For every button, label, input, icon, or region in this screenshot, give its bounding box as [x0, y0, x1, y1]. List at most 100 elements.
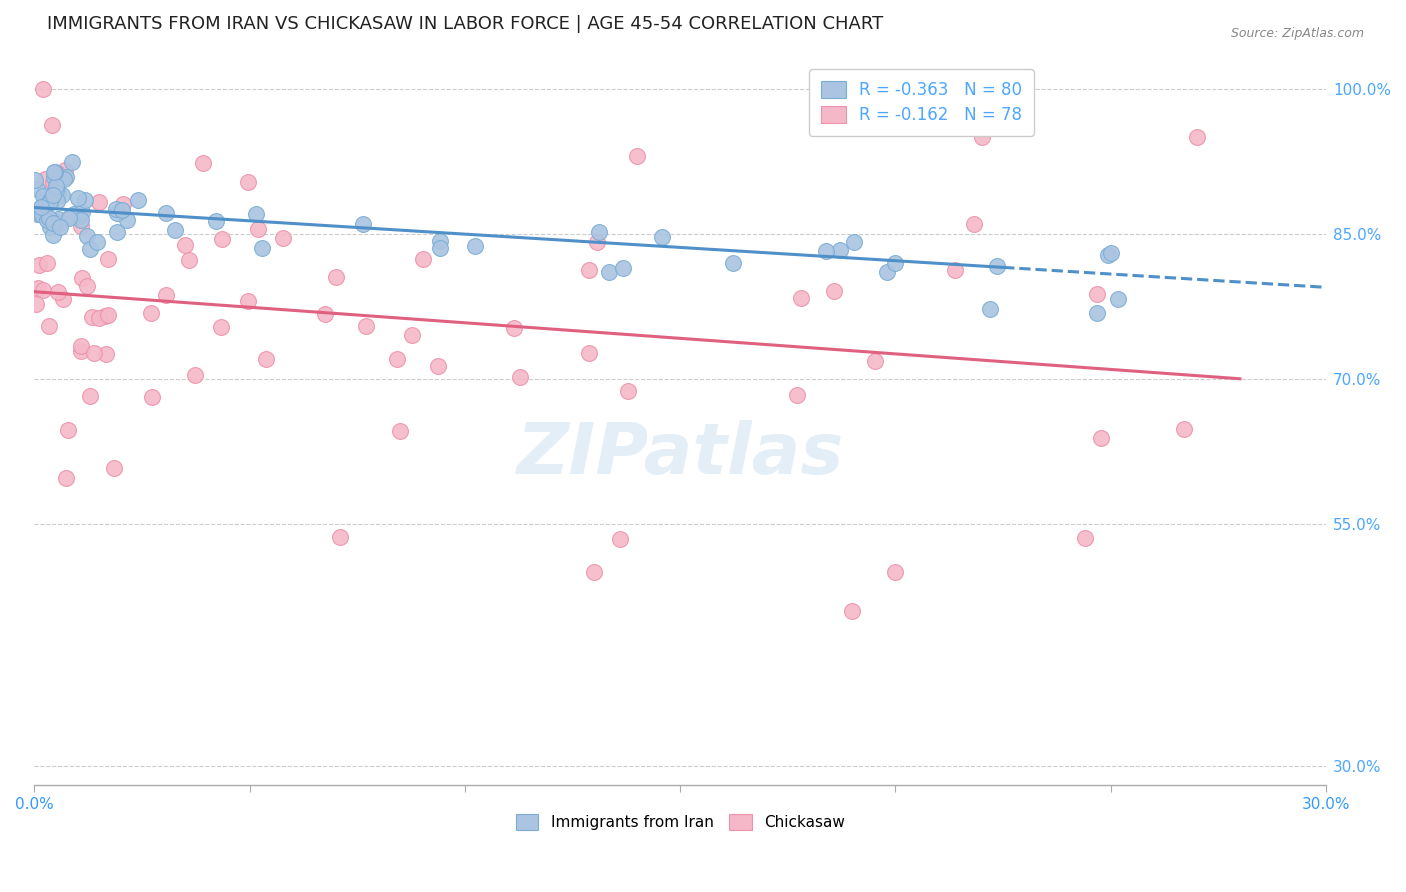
Point: [583, 566, 606, 580]
Point: [41, 227, 63, 242]
Point: [42, 188, 65, 202]
Point: [963, 218, 986, 232]
Point: [104, 202, 127, 216]
Point: [41, 118, 63, 132]
Point: [184, 368, 207, 382]
Point: [52, 172, 75, 186]
Point: [105, 226, 128, 240]
Point: [25, 181, 48, 195]
Point: [943, 263, 966, 277]
Point: [70, 271, 93, 285]
Point: [44, 165, 66, 179]
Point: [87, 311, 110, 326]
Point: [609, 532, 631, 546]
Point: [823, 284, 845, 298]
Point: [884, 255, 907, 269]
Point: [39, 195, 62, 210]
Point: [46, 285, 69, 299]
Point: [60, 209, 83, 223]
Point: [598, 265, 620, 279]
Point: [314, 307, 336, 321]
Point: [884, 566, 907, 580]
Point: [45, 166, 67, 180]
Point: [626, 149, 648, 163]
Point: [139, 306, 162, 320]
Point: [352, 217, 374, 231]
Point: [103, 461, 125, 475]
Point: [67, 191, 90, 205]
Point: [111, 203, 134, 218]
Point: [79, 389, 101, 403]
Point: [51, 187, 73, 202]
Point: [28, 258, 51, 272]
Point: [1097, 247, 1119, 261]
Point: [211, 232, 233, 246]
Point: [651, 229, 673, 244]
Point: [55, 169, 77, 184]
Point: [49, 217, 72, 231]
Point: [58, 211, 80, 225]
Point: [1085, 306, 1108, 320]
Point: [578, 262, 600, 277]
Point: [191, 155, 214, 169]
Point: [52, 292, 75, 306]
Point: [70, 219, 93, 233]
Point: [42, 175, 65, 189]
Point: [31, 208, 53, 222]
Point: [211, 320, 233, 334]
Point: [46, 169, 69, 184]
Text: ZIPatlas: ZIPatlas: [516, 420, 844, 489]
Point: [38, 211, 60, 226]
Point: [87, 194, 110, 209]
Point: [247, 222, 270, 236]
Point: [34, 172, 56, 186]
Point: [94, 309, 117, 323]
Point: [34, 198, 56, 212]
Point: [46, 186, 69, 201]
Point: [44, 214, 66, 228]
Point: [464, 239, 486, 253]
Point: [165, 222, 187, 236]
Point: [25, 207, 48, 221]
Point: [588, 226, 610, 240]
Point: [979, 302, 1001, 317]
Point: [329, 530, 352, 544]
Point: [27, 281, 49, 295]
Point: [155, 288, 177, 302]
Point: [1085, 287, 1108, 301]
Point: [127, 193, 149, 207]
Point: [863, 353, 886, 368]
Point: [42, 164, 65, 178]
Point: [503, 321, 526, 335]
Point: [62, 154, 84, 169]
Point: [1074, 532, 1097, 546]
Point: [86, 235, 108, 250]
Point: [97, 252, 120, 266]
Point: [70, 343, 93, 358]
Point: [49, 220, 72, 235]
Point: [25, 297, 48, 311]
Point: [55, 471, 77, 485]
Point: [1090, 432, 1112, 446]
Point: [73, 194, 96, 208]
Point: [38, 319, 60, 334]
Point: [612, 261, 634, 276]
Point: [789, 292, 811, 306]
Point: [429, 234, 451, 248]
Point: [1173, 422, 1195, 436]
Point: [34, 194, 56, 208]
Point: [49, 171, 72, 186]
Point: [429, 241, 451, 255]
Point: [32, 81, 55, 95]
Point: [141, 390, 163, 404]
Point: [388, 425, 411, 439]
Point: [39, 187, 62, 202]
Point: [76, 228, 98, 243]
Point: [45, 194, 67, 208]
Point: [1107, 292, 1129, 306]
Point: [179, 253, 201, 268]
Point: [39, 193, 62, 207]
Point: [1099, 246, 1122, 260]
Point: [44, 169, 66, 184]
Point: [1185, 129, 1208, 144]
